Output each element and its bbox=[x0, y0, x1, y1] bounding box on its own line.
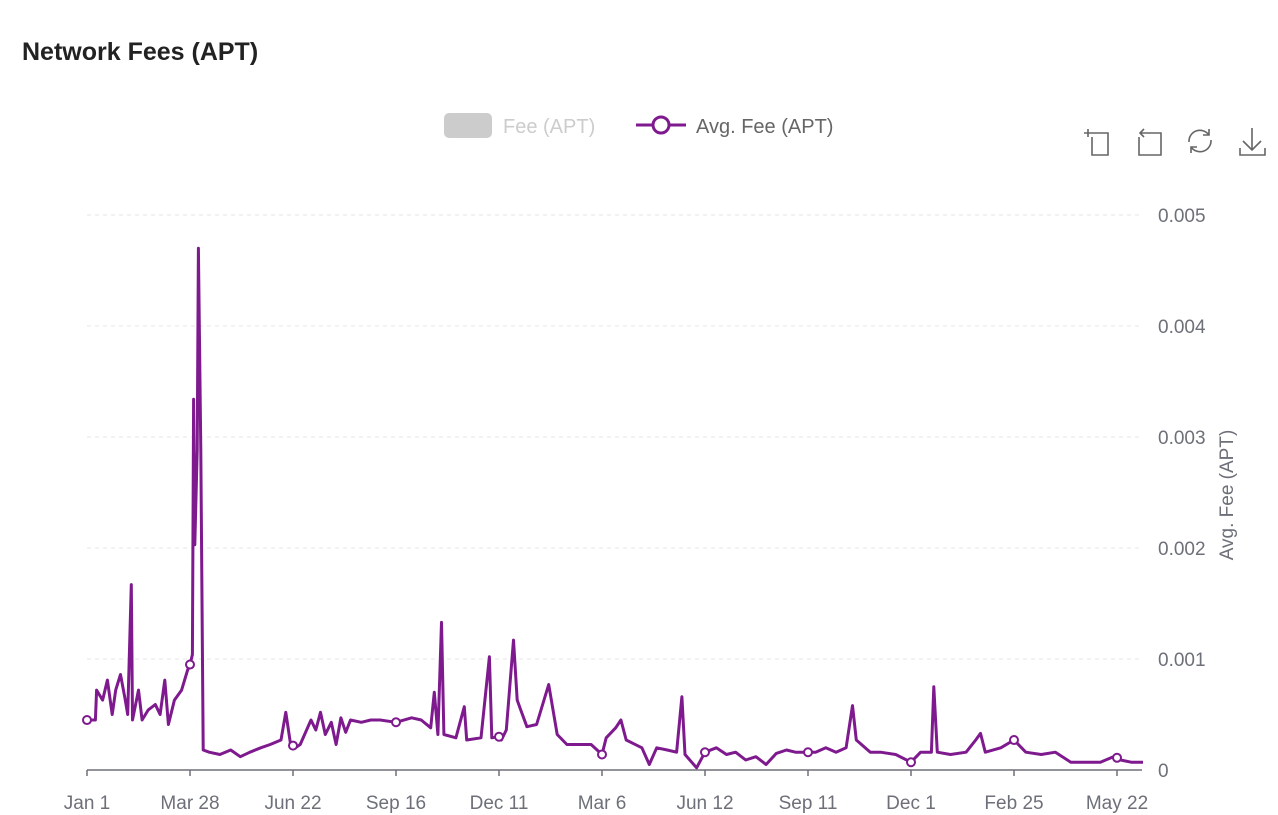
data-point-marker bbox=[906, 757, 916, 768]
x-tick-label: May 22 bbox=[1086, 793, 1148, 814]
x-tick-label: Sep 16 bbox=[366, 793, 426, 814]
x-tick-label: Jan 1 bbox=[64, 793, 110, 814]
y-tick-label: 0.001 bbox=[1158, 650, 1206, 671]
x-tick-label: Jun 12 bbox=[676, 793, 733, 814]
data-point-marker bbox=[391, 717, 401, 728]
data-point-marker bbox=[597, 749, 607, 760]
x-tick-label: Dec 11 bbox=[470, 793, 529, 814]
data-point-marker bbox=[185, 659, 195, 670]
download-icon[interactable] bbox=[1235, 124, 1269, 158]
legend-avg-fee-label[interactable]: Avg. Fee (APT) bbox=[696, 116, 833, 138]
data-point-marker bbox=[494, 731, 504, 742]
x-tick-label: Jun 22 bbox=[264, 793, 321, 814]
chart-title: Network Fees (APT) bbox=[22, 38, 259, 66]
x-tick-label: Sep 11 bbox=[779, 793, 838, 814]
x-tick-label: Dec 1 bbox=[886, 793, 936, 814]
data-point-marker bbox=[1112, 752, 1122, 763]
data-point-marker bbox=[288, 740, 298, 751]
legend-avg-fee-marker[interactable] bbox=[651, 115, 671, 135]
y-tick-label: 0.003 bbox=[1158, 428, 1206, 449]
zoom-reset-icon[interactable] bbox=[1131, 124, 1165, 158]
y-tick-label: 0 bbox=[1158, 761, 1169, 782]
x-tick-label: Feb 25 bbox=[984, 793, 1043, 814]
data-point-marker bbox=[700, 747, 710, 758]
y-tick-label: 0.004 bbox=[1158, 317, 1206, 338]
data-point-marker bbox=[803, 747, 813, 758]
data-point-marker bbox=[1009, 735, 1019, 746]
y-axis-title: Avg. Fee (APT) bbox=[1217, 430, 1238, 561]
legend-fee-label[interactable]: Fee (APT) bbox=[503, 116, 595, 138]
legend-fee-swatch[interactable] bbox=[444, 113, 492, 138]
y-tick-label: 0.005 bbox=[1158, 206, 1206, 227]
restore-icon[interactable] bbox=[1183, 124, 1217, 158]
data-point-marker bbox=[82, 715, 92, 726]
x-tick-label: Mar 6 bbox=[578, 793, 627, 814]
zoom-select-icon[interactable] bbox=[1080, 124, 1114, 158]
y-tick-label: 0.002 bbox=[1158, 539, 1206, 560]
x-tick-label: Mar 28 bbox=[160, 793, 219, 814]
